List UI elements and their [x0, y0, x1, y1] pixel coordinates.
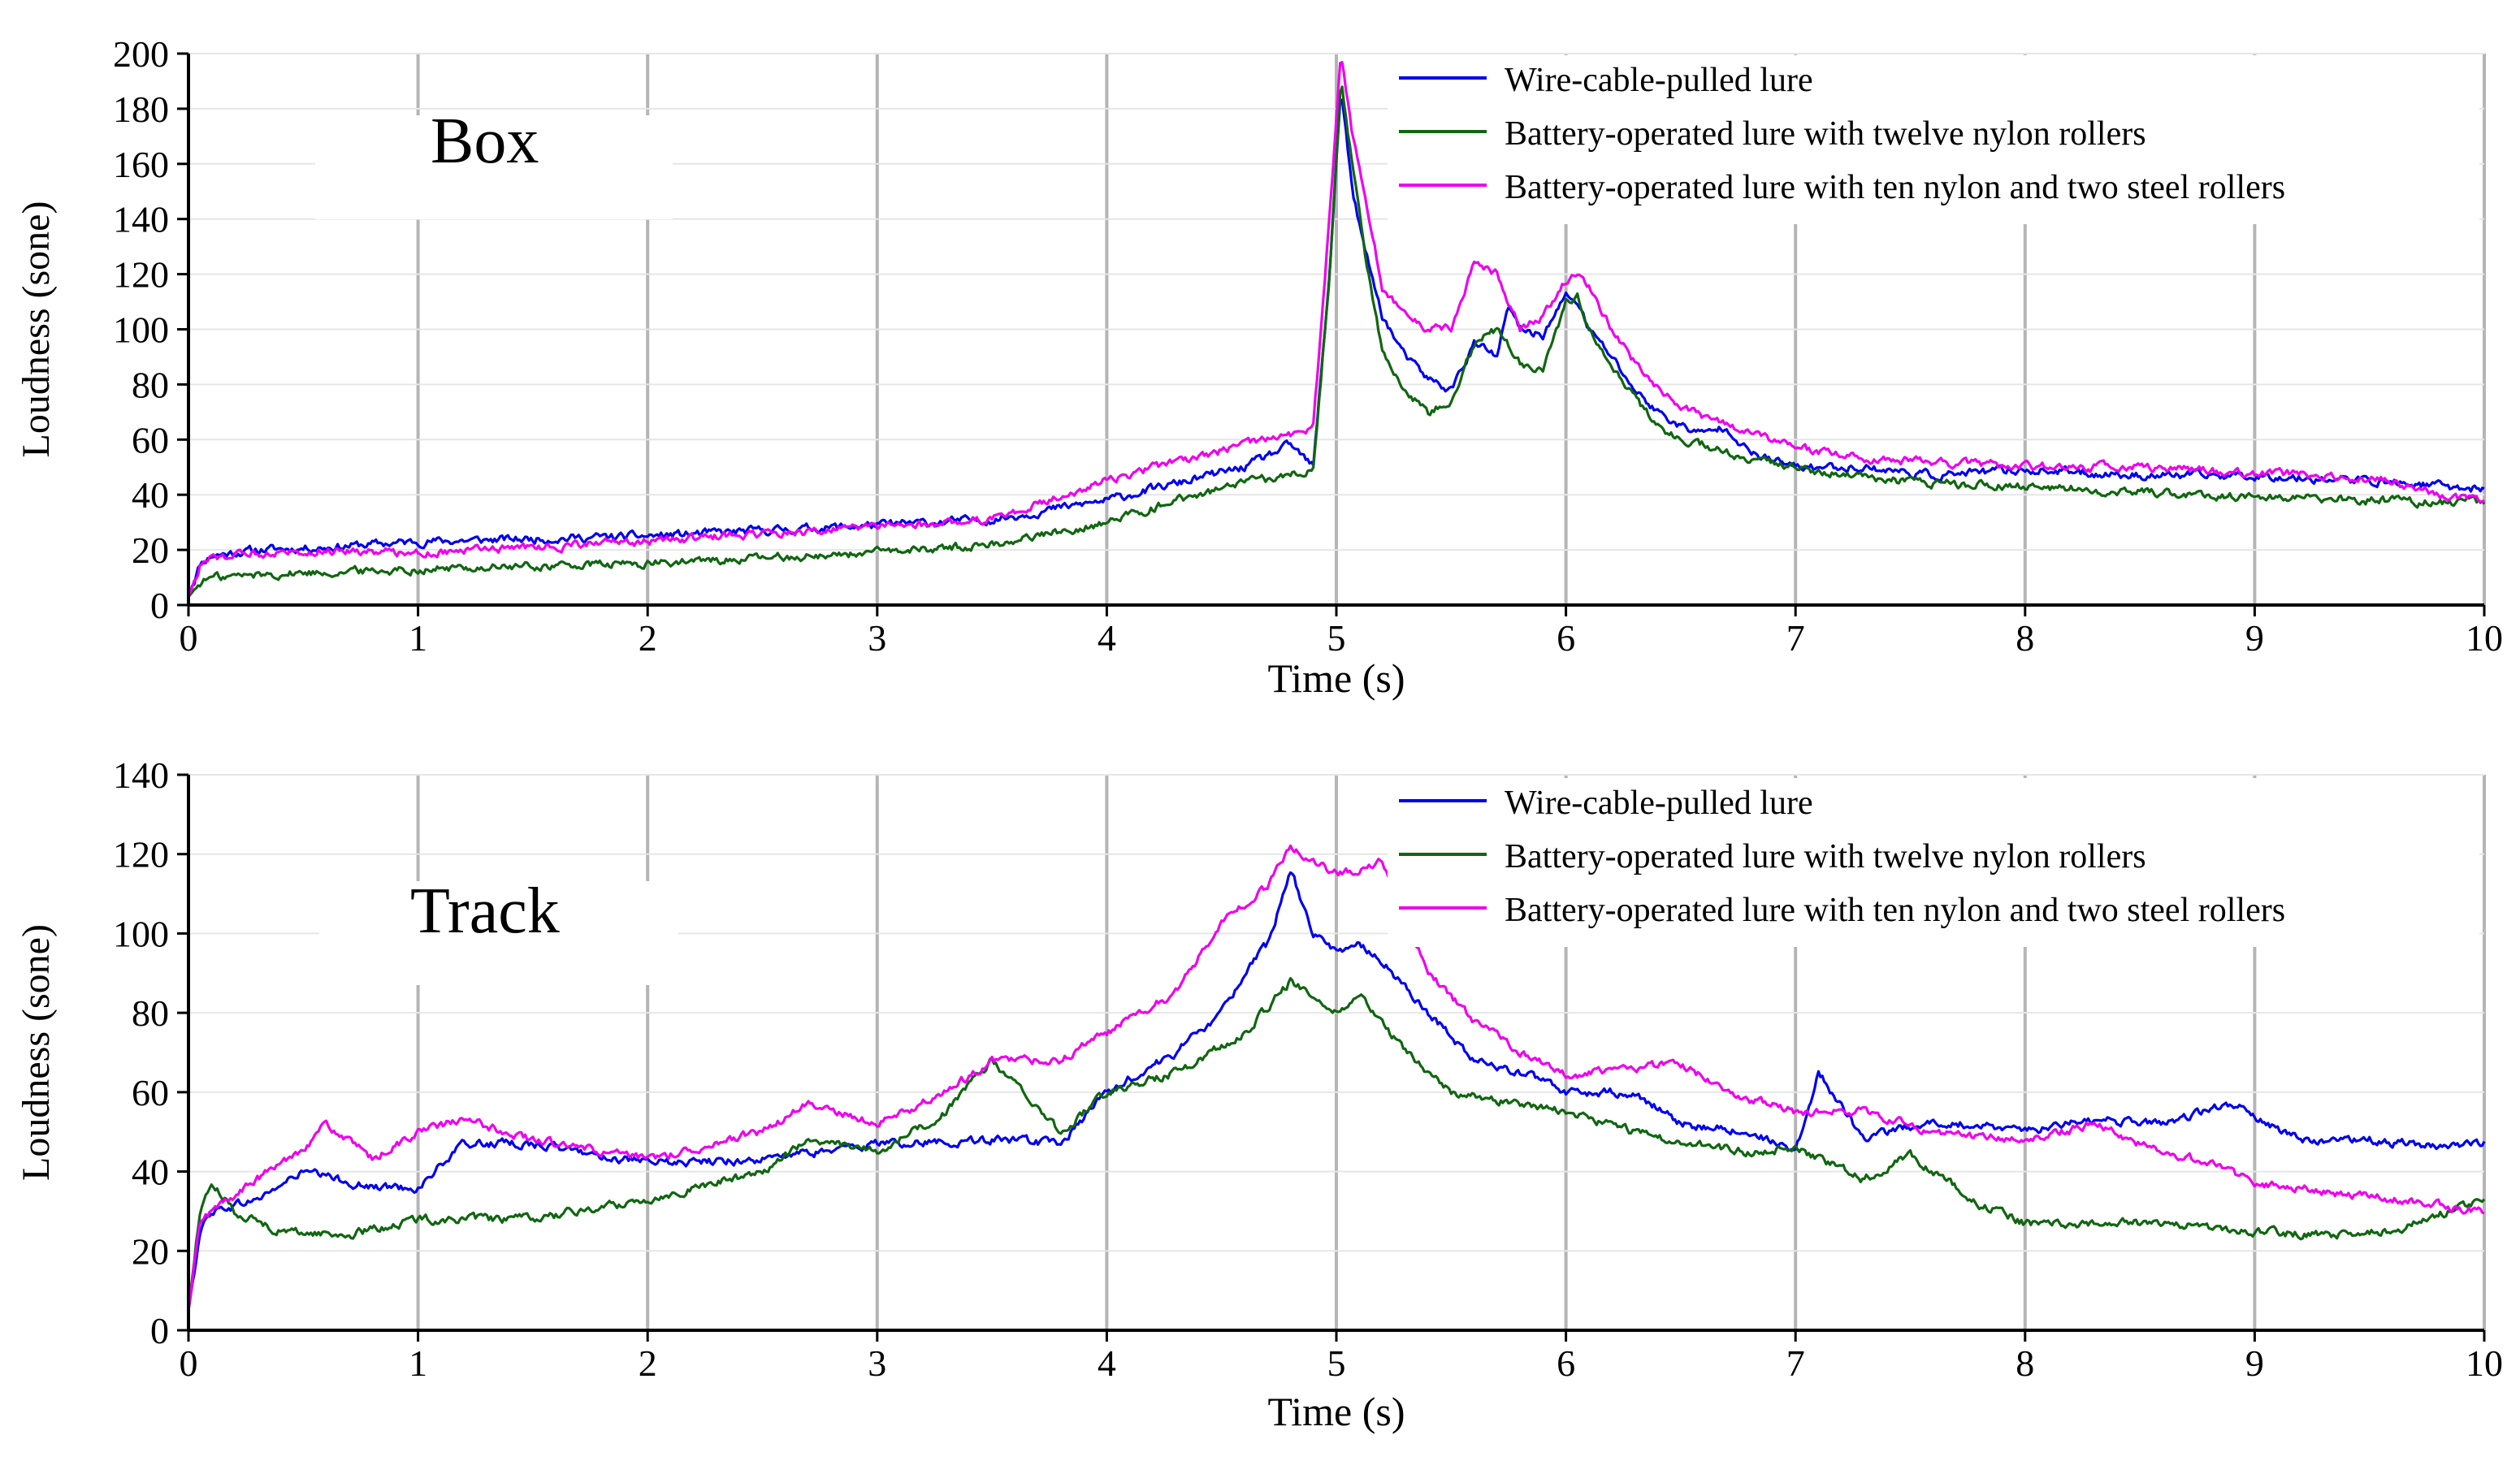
x-tick-label: 4 — [1098, 617, 1116, 659]
series-line-2 — [187, 85, 2486, 598]
y-tick-label: 20 — [132, 1230, 169, 1272]
x-tick-label: 6 — [1557, 617, 1575, 659]
x-tick-label: 0 — [180, 1342, 198, 1384]
x-tick-label: 6 — [1557, 1342, 1575, 1384]
x-tick-label: 1 — [409, 617, 427, 659]
y-tick-labels: 0 20 40 60 80 100 120 140 160 180 200 — [113, 33, 169, 626]
y-tick-label: 60 — [132, 1072, 169, 1113]
x-tick-label: 2 — [639, 617, 657, 659]
x-tick-label: 5 — [1327, 617, 1346, 659]
x-tick-label: 7 — [1786, 617, 1805, 659]
series-lines — [187, 61, 2486, 598]
x-tick-label: 7 — [1786, 1342, 1805, 1384]
legend-entry-1: Wire-cable-pulled lure — [1505, 785, 1813, 822]
y-tick-label: 40 — [132, 474, 169, 516]
panel-label-background — [315, 115, 673, 219]
legend-entry-3: Battery-operated lure with ten nylon and… — [1505, 892, 2285, 929]
y-tick-label: 100 — [113, 913, 169, 954]
y-tick-label: 140 — [113, 754, 169, 796]
series-line-3 — [187, 844, 2485, 1311]
series-lines — [187, 844, 2486, 1311]
y-tick-label: 140 — [113, 199, 169, 240]
axes — [177, 773, 2486, 1342]
y-tick-label: 80 — [132, 364, 169, 405]
x-tick-label: 8 — [2016, 617, 2034, 659]
x-tick-label: 1 — [409, 1342, 427, 1384]
y-tick-label: 60 — [132, 419, 169, 460]
legend-entry-2: Battery-operated lure with twelve nylon … — [1505, 838, 2146, 875]
x-tick-label: 8 — [2016, 1342, 2034, 1384]
legend: Wire-cable-pulled lure Battery-operated l… — [1388, 55, 2479, 224]
x-tick-label: 10 — [2466, 1342, 2503, 1384]
legend: Wire-cable-pulled lure Battery-operated l… — [1388, 778, 2479, 947]
legend-background — [1388, 55, 2479, 224]
panel-label-background — [319, 881, 678, 985]
y-tick-label: 200 — [113, 33, 169, 75]
x-axis-label: Time (s) — [1267, 655, 1405, 701]
legend-background — [1388, 778, 2479, 947]
y-axis-label: Loudness (sone) — [15, 201, 58, 458]
x-tick-label: 4 — [1098, 1342, 1116, 1384]
x-axis-label: Time (s) — [1267, 1389, 1405, 1434]
panel-box: 0 1 2 3 4 5 6 7 8 9 10 0 20 40 60 80 100 120 140 160 180 200… — [15, 33, 2503, 701]
x-tick-label: 9 — [2245, 617, 2264, 659]
x-tick-label: 5 — [1327, 1342, 1346, 1384]
y-tick-label: 40 — [132, 1152, 169, 1193]
axes — [177, 52, 2486, 616]
y-axis-label: Loudness (sone) — [15, 924, 58, 1181]
legend-entry-2: Battery-operated lure with twelve nylon … — [1505, 115, 2146, 153]
panel-label-track: Track — [410, 875, 560, 947]
x-tick-label: 3 — [868, 617, 886, 659]
y-tick-label: 100 — [113, 309, 169, 351]
y-tick-label: 120 — [113, 834, 169, 875]
y-tick-label: 80 — [132, 992, 169, 1034]
y-tick-label: 0 — [150, 585, 169, 626]
panel-track: 0 1 2 3 4 5 6 7 8 9 10 0 20 40 60 80 100 120 140 Wire-cab… — [15, 754, 2503, 1434]
panel-label-box: Box — [431, 106, 539, 177]
y-tick-label: 120 — [113, 254, 169, 296]
x-tick-labels: 0 1 2 3 4 5 6 7 8 9 10 — [180, 617, 2504, 659]
x-tick-label: 9 — [2245, 1342, 2264, 1384]
y-tick-labels: 0 20 40 60 80 100 120 140 — [113, 754, 169, 1351]
x-tick-label: 3 — [868, 1342, 886, 1384]
series-line-3 — [187, 61, 2486, 598]
x-tick-label: 10 — [2466, 617, 2503, 659]
y-tick-label: 0 — [150, 1310, 169, 1351]
legend-entry-1: Wire-cable-pulled lure — [1505, 62, 1813, 99]
series-line-2 — [187, 977, 2486, 1311]
x-tick-labels: 0 1 2 3 4 5 6 7 8 9 10 — [180, 1342, 2504, 1384]
legend-entry-3: Battery-operated lure with ten nylon and… — [1505, 169, 2285, 206]
x-tick-label: 2 — [639, 1342, 657, 1384]
y-tick-label: 160 — [113, 144, 169, 185]
series-line-1 — [187, 871, 2486, 1311]
x-tick-label: 0 — [180, 617, 198, 659]
y-tick-label: 20 — [132, 530, 169, 571]
y-tick-label: 180 — [113, 89, 169, 130]
